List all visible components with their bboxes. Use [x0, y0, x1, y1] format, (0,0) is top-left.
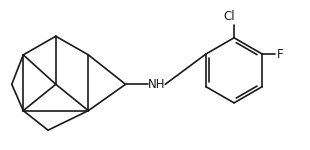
Text: NH: NH: [148, 78, 165, 91]
Text: F: F: [277, 48, 284, 61]
Text: Cl: Cl: [224, 10, 235, 23]
